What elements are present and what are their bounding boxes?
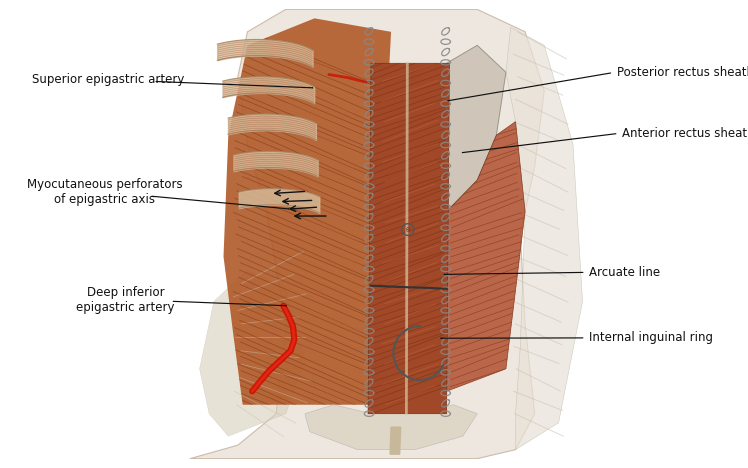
Polygon shape xyxy=(447,45,506,212)
Polygon shape xyxy=(305,405,477,450)
Polygon shape xyxy=(506,27,583,450)
Polygon shape xyxy=(200,270,305,436)
Polygon shape xyxy=(224,18,391,405)
Text: Internal inguinal ring: Internal inguinal ring xyxy=(589,331,714,344)
Text: Superior epigastric artery: Superior epigastric artery xyxy=(32,73,185,86)
Polygon shape xyxy=(390,427,401,454)
Text: Arcuate line: Arcuate line xyxy=(589,266,660,279)
Polygon shape xyxy=(190,9,545,459)
Text: Deep inferior
epigastric artery: Deep inferior epigastric artery xyxy=(76,285,175,314)
Text: θ: θ xyxy=(405,227,410,233)
Polygon shape xyxy=(447,122,525,391)
Text: Anterior rectus sheath: Anterior rectus sheath xyxy=(622,127,748,140)
Text: Myocutaneous perforators
of epigastric axis: Myocutaneous perforators of epigastric a… xyxy=(27,178,183,206)
Polygon shape xyxy=(368,63,450,414)
Text: Posterior rectus sheath: Posterior rectus sheath xyxy=(617,66,748,79)
